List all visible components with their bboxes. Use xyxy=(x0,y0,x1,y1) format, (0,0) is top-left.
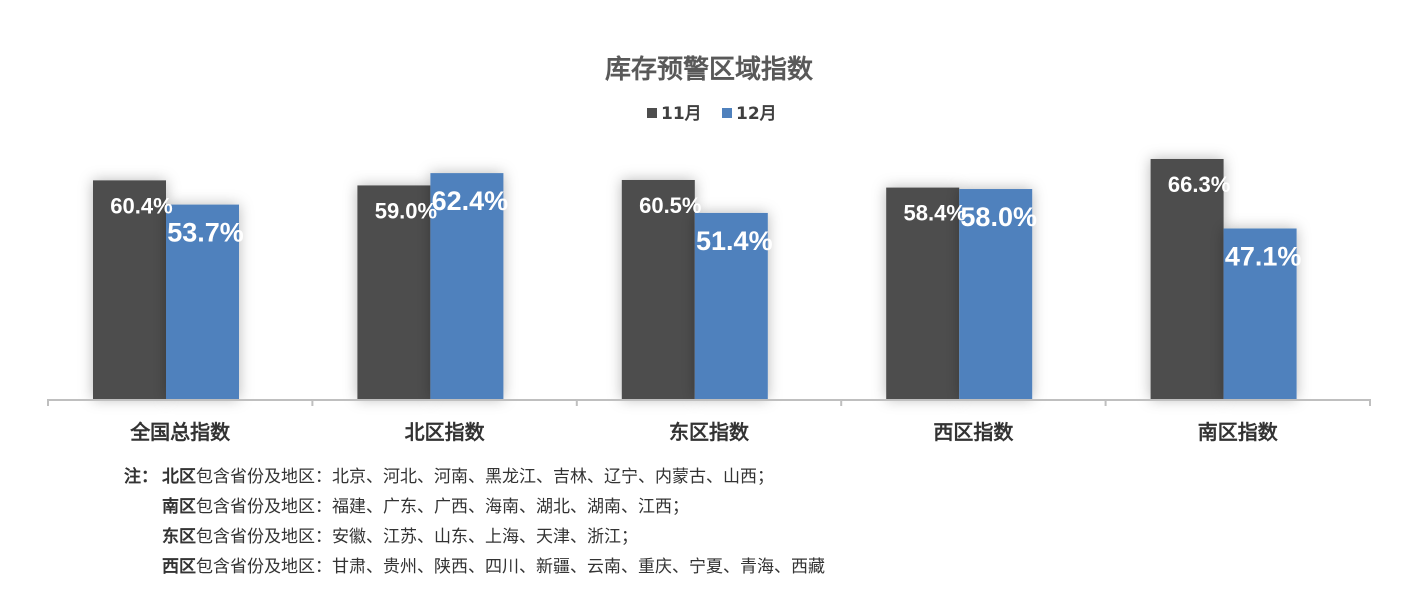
note-text: 包含省份及地区：福建、广东、广西、海南、湖北、湖南、江西； xyxy=(196,497,689,517)
bar-nov-4 xyxy=(886,187,960,399)
category-label-4: 西区指数 xyxy=(933,420,1014,444)
data-label-dec-4: 58.0% xyxy=(960,202,1037,232)
bar-nov-5 xyxy=(1150,158,1224,399)
bar-dec-1 xyxy=(166,204,239,399)
note-text: 包含省份及地区：北京、河北、河南、黑龙江、吉林、辽宁、内蒙古、山西； xyxy=(196,467,774,487)
category-label-5: 南区指数 xyxy=(1198,420,1279,444)
legend-label-2: 12月 xyxy=(736,104,777,124)
bar-nov-3 xyxy=(621,179,695,399)
note-region: 西区 xyxy=(162,557,196,577)
category-label-2: 北区指数 xyxy=(405,420,486,444)
data-label-dec-1: 53.7% xyxy=(167,218,244,248)
note-text: 包含省份及地区：安徽、江苏、山东、上海、天津、浙江； xyxy=(196,527,638,547)
note-line: 西区包含省份及地区：甘肃、贵州、陕西、四川、新疆、云南、重庆、宁夏、青海、西藏 xyxy=(124,552,825,582)
note-region: 南区 xyxy=(162,497,196,517)
category-label-group: 全国总指数 北区指数 东区指数 西区指数 南区指数 xyxy=(129,420,1279,444)
data-label-nov-4: 58.4% xyxy=(904,201,966,226)
bar-dec-3 xyxy=(694,212,768,399)
data-label-nov-5: 66.3% xyxy=(1168,172,1230,197)
chart-title: 库存预警区域指数 xyxy=(605,54,814,85)
note-prefix: 注： xyxy=(124,467,158,487)
bar-nov-1 xyxy=(93,180,166,399)
legend-label-1: 11月 xyxy=(661,104,702,124)
legend-swatch-2 xyxy=(722,108,732,118)
data-label-dec-5: 47.1% xyxy=(1225,241,1302,271)
note-region: 北区 xyxy=(162,467,196,487)
chart-legend: 11月 12月 xyxy=(647,104,777,124)
note-region: 东区 xyxy=(162,527,196,547)
bar-dec-4 xyxy=(959,189,1033,399)
data-label-nov-3: 60.5% xyxy=(639,193,701,218)
note-line: 东区包含省份及地区：安徽、江苏、山东、上海、天津、浙江； xyxy=(124,522,825,552)
notes-section: 注： 北区包含省份及地区：北京、河北、河南、黑龙江、吉林、辽宁、内蒙古、山西； 南… xyxy=(124,462,825,582)
note-text: 包含省份及地区：甘肃、贵州、陕西、四川、新疆、云南、重庆、宁夏、青海、西藏 xyxy=(196,557,825,577)
category-label-3: 东区指数 xyxy=(669,420,750,444)
data-label-group: 60.4% 59.0% 60.5% 58.4% 66.3% 53.7% 62.4% 51.4%… xyxy=(110,172,1301,272)
data-label-nov-2: 59.0% xyxy=(375,198,437,223)
data-label-nov-1: 60.4% xyxy=(110,193,172,218)
x-axis xyxy=(47,399,1371,406)
category-label-1: 全国总指数 xyxy=(129,420,231,444)
bar-group xyxy=(93,158,1297,399)
data-label-dec-3: 51.4% xyxy=(696,226,773,256)
legend-swatch-1 xyxy=(647,108,657,118)
bar-dec-2 xyxy=(430,173,504,399)
note-line: 南区包含省份及地区：福建、广东、广西、海南、湖北、湖南、江西； xyxy=(124,492,825,522)
bar-nov-2 xyxy=(357,185,431,399)
bar-dec-5 xyxy=(1223,228,1297,399)
data-label-dec-2: 62.4% xyxy=(432,186,509,216)
note-line: 注： 北区包含省份及地区：北京、河北、河南、黑龙江、吉林、辽宁、内蒙古、山西； xyxy=(124,462,825,492)
